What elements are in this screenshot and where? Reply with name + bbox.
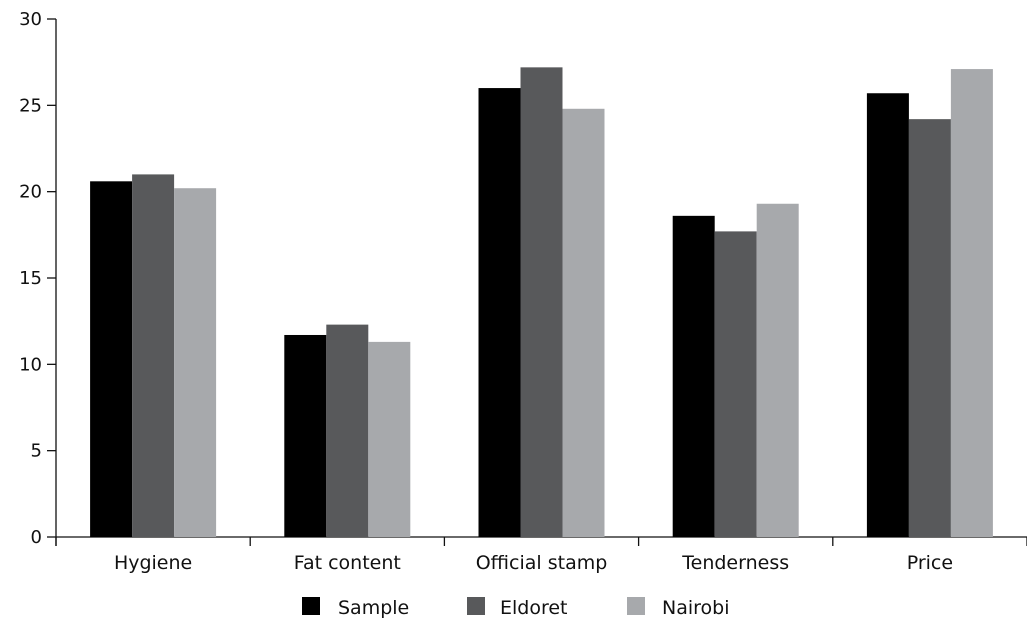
legend-swatch-eldoret	[467, 597, 485, 615]
y-tick-label: 0	[31, 527, 42, 548]
legend-swatch-sample	[302, 597, 320, 615]
bar-sample-tenderness	[672, 215, 715, 537]
x-tick-label: Fat content	[294, 552, 401, 574]
bar-eldoret-tenderness	[714, 231, 757, 537]
y-tick-label: 10	[19, 354, 42, 375]
bar-sample-price	[866, 93, 909, 537]
legend: Sample Eldoret Nairobi	[302, 597, 730, 619]
bar-nairobi-fat-content	[368, 341, 411, 537]
y-tick-label: 5	[31, 441, 42, 462]
x-tick-label: Price	[907, 552, 953, 574]
x-tick-label: Official stamp	[476, 552, 608, 574]
y-tick-label: 30	[19, 9, 42, 30]
y-tick-label: 15	[19, 268, 42, 289]
bar-sample-official-stamp	[478, 88, 521, 538]
bars-layer	[90, 67, 993, 538]
y-tick-labels: 0 5 10 15 20 25 30	[19, 9, 42, 548]
bar-nairobi-price	[950, 69, 993, 537]
bar-sample-fat-content	[284, 334, 327, 537]
bar-eldoret-fat-content	[326, 324, 369, 537]
axes-layer	[47, 18, 1027, 546]
bar-eldoret-hygiene	[132, 174, 175, 537]
bar-nairobi-hygiene	[174, 188, 217, 538]
bar-nairobi-tenderness	[756, 203, 799, 537]
x-tick-label: Tenderness	[681, 552, 789, 574]
legend-label-eldoret: Eldoret	[500, 597, 568, 619]
bar-nairobi-official-stamp	[562, 108, 605, 537]
bar-eldoret-price	[908, 119, 951, 537]
bar-eldoret-official-stamp	[520, 67, 563, 537]
x-tick-labels: Hygiene Fat content Official stamp Tenderne…	[114, 552, 953, 574]
legend-label-nairobi: Nairobi	[662, 597, 730, 619]
y-tick-label: 25	[19, 95, 42, 116]
y-tick-label: 20	[19, 182, 42, 203]
legend-swatch-nairobi	[627, 597, 645, 615]
legend-label-sample: Sample	[338, 597, 409, 619]
bar-sample-hygiene	[90, 181, 133, 537]
x-tick-label: Hygiene	[114, 552, 192, 574]
